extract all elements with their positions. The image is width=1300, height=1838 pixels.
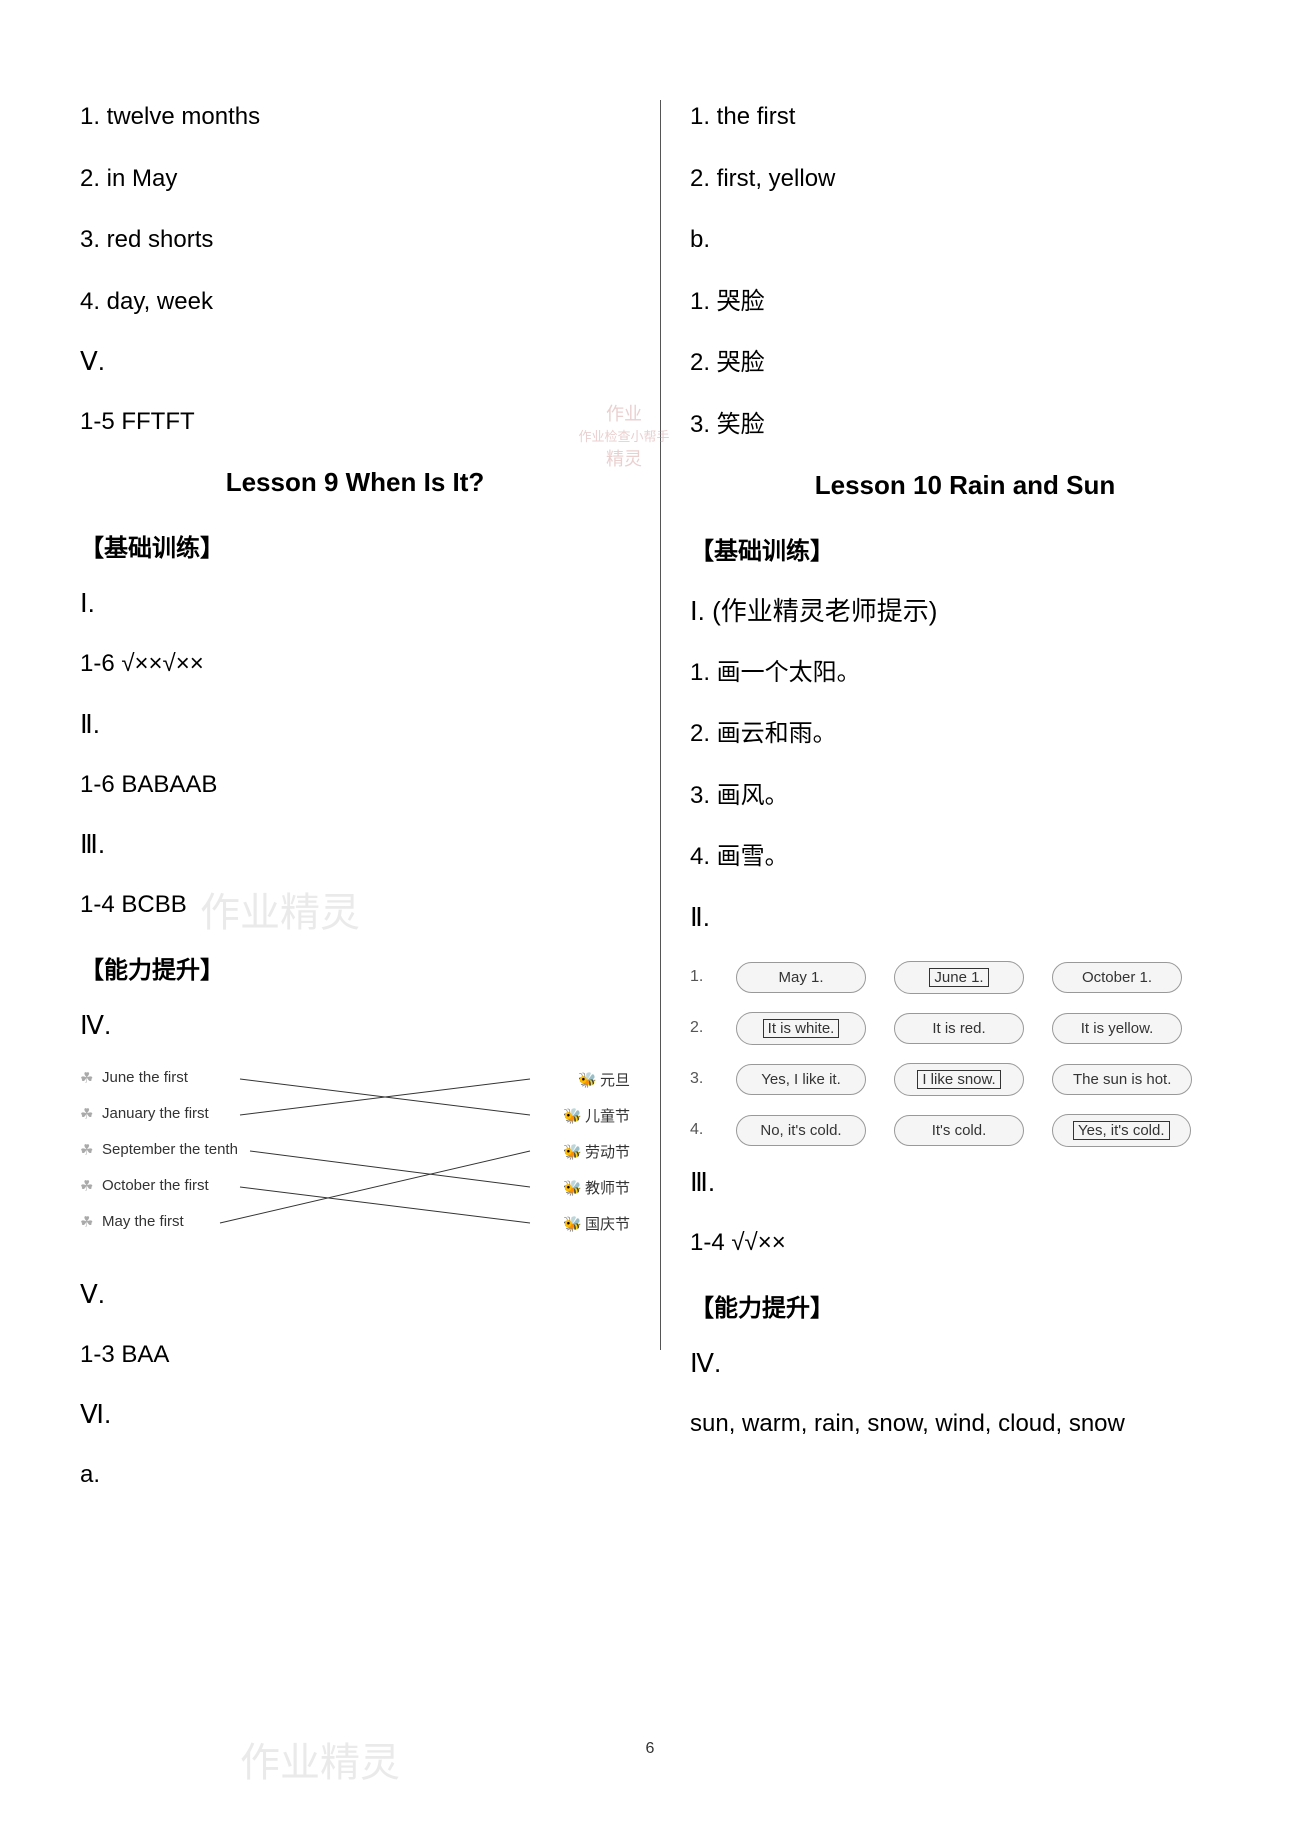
match-line	[250, 1151, 530, 1187]
basic-training-header: 【基础训练】	[690, 531, 1240, 566]
section-roman-ii: Ⅱ.	[80, 709, 630, 740]
stamp-line: 作业	[578, 400, 669, 426]
pill-number: 4.	[690, 1121, 708, 1139]
answer-line: 1. 哭脸	[690, 285, 1240, 319]
answer-line: 1-3 BAA	[80, 1338, 630, 1372]
matching-exercise: ☘June the first ☘January the first ☘Sept…	[80, 1069, 630, 1249]
answer-line: 3. 画风。	[690, 779, 1240, 813]
right-column: 1. the first 2. first, yellow b. 1. 哭脸 2…	[660, 100, 1240, 1520]
watermark-text: 作业精灵	[240, 1730, 400, 1788]
answer-line: 1-4 √√××	[690, 1226, 1240, 1260]
pill-number: 3.	[690, 1070, 708, 1088]
page-container: 1. twelve months 2. in May 3. red shorts…	[80, 100, 1240, 1520]
pill-option: May 1.	[736, 962, 866, 993]
answer-line: 1-4 BCBB	[80, 888, 630, 922]
left-column: 1. twelve months 2. in May 3. red shorts…	[80, 100, 660, 1520]
answer-line: 1. twelve months	[80, 100, 630, 134]
basic-training-header: 【基础训练】	[80, 528, 630, 563]
lesson-10-title: Lesson 10 Rain and Sun	[690, 470, 1240, 501]
stamp-line: 精灵	[578, 445, 669, 471]
stamp-line: 作业检查小帮手	[578, 426, 669, 445]
stamp-watermark: 作业 作业检查小帮手 精灵	[578, 400, 669, 471]
section-roman-vi: Ⅵ.	[80, 1399, 630, 1430]
answer-line: 2. in May	[80, 162, 630, 196]
section-roman-ii: Ⅱ.	[690, 902, 1240, 933]
match-line	[240, 1187, 530, 1223]
pill-exercise: 1. May 1. June 1. October 1. 2. It is wh…	[690, 961, 1240, 1147]
pill-option: Yes, I like it.	[736, 1064, 866, 1095]
page-number: 6	[646, 1740, 655, 1758]
answer-line: sun, warm, rain, snow, wind, cloud, snow	[690, 1407, 1240, 1441]
section-roman-v2: Ⅴ.	[80, 1279, 630, 1310]
section-roman-iii: Ⅲ.	[690, 1167, 1240, 1198]
lesson-9-title: Lesson 9 When Is It?	[80, 467, 630, 498]
pill-option: It is yellow.	[1052, 1013, 1182, 1044]
answer-line: 1. the first	[690, 100, 1240, 134]
pill-option: It's cold.	[894, 1115, 1024, 1146]
b-label: b.	[690, 223, 1240, 257]
pill-option: It is red.	[894, 1013, 1024, 1044]
ability-up-header: 【能力提升】	[80, 950, 630, 985]
answer-line: 1-6 BABAAB	[80, 768, 630, 802]
answer-line: 2. 画云和雨。	[690, 717, 1240, 751]
match-line	[220, 1151, 530, 1223]
section-roman-i: Ⅰ. (作业精灵老师提示)	[690, 591, 1240, 628]
pill-option-selected: I like snow.	[894, 1063, 1024, 1096]
answer-line: 3. red shorts	[80, 223, 630, 257]
answer-line: 1-6 √××√××	[80, 647, 630, 681]
pill-option: The sun is hot.	[1052, 1064, 1192, 1095]
pill-row: 1. May 1. June 1. October 1.	[690, 961, 1240, 994]
section-roman-iv: Ⅳ.	[690, 1348, 1240, 1379]
pill-row: 3. Yes, I like it. I like snow. The sun …	[690, 1063, 1240, 1096]
section-roman-iv: Ⅳ.	[80, 1010, 630, 1041]
section-roman-v: Ⅴ.	[80, 346, 630, 377]
section-roman-iii: Ⅲ.	[80, 829, 630, 860]
ability-up-header: 【能力提升】	[690, 1288, 1240, 1323]
pill-option: October 1.	[1052, 962, 1182, 993]
pill-row: 4. No, it's cold. It's cold. Yes, it's c…	[690, 1114, 1240, 1147]
answer-line: 2. first, yellow	[690, 162, 1240, 196]
pill-option-selected: It is white.	[736, 1012, 866, 1045]
answer-line: 4. day, week	[80, 285, 630, 319]
answer-line: 1. 画一个太阳。	[690, 656, 1240, 690]
pill-row: 2. It is white. It is red. It is yellow.	[690, 1012, 1240, 1045]
pill-number: 2.	[690, 1019, 708, 1037]
pill-option-selected: June 1.	[894, 961, 1024, 994]
answer-line: 4. 画雪。	[690, 840, 1240, 874]
answer-line: 2. 哭脸	[690, 346, 1240, 380]
section-roman-i: Ⅰ.	[80, 588, 630, 619]
matching-lines-svg	[80, 1069, 630, 1249]
pill-number: 1.	[690, 968, 708, 986]
answer-line: 3. 笑脸	[690, 408, 1240, 442]
pill-option-selected: Yes, it's cold.	[1052, 1114, 1191, 1147]
column-divider	[660, 100, 661, 1350]
pill-option: No, it's cold.	[736, 1115, 866, 1146]
a-label: a.	[80, 1458, 630, 1492]
answer-line: 1-5 FFTFT	[80, 405, 630, 439]
